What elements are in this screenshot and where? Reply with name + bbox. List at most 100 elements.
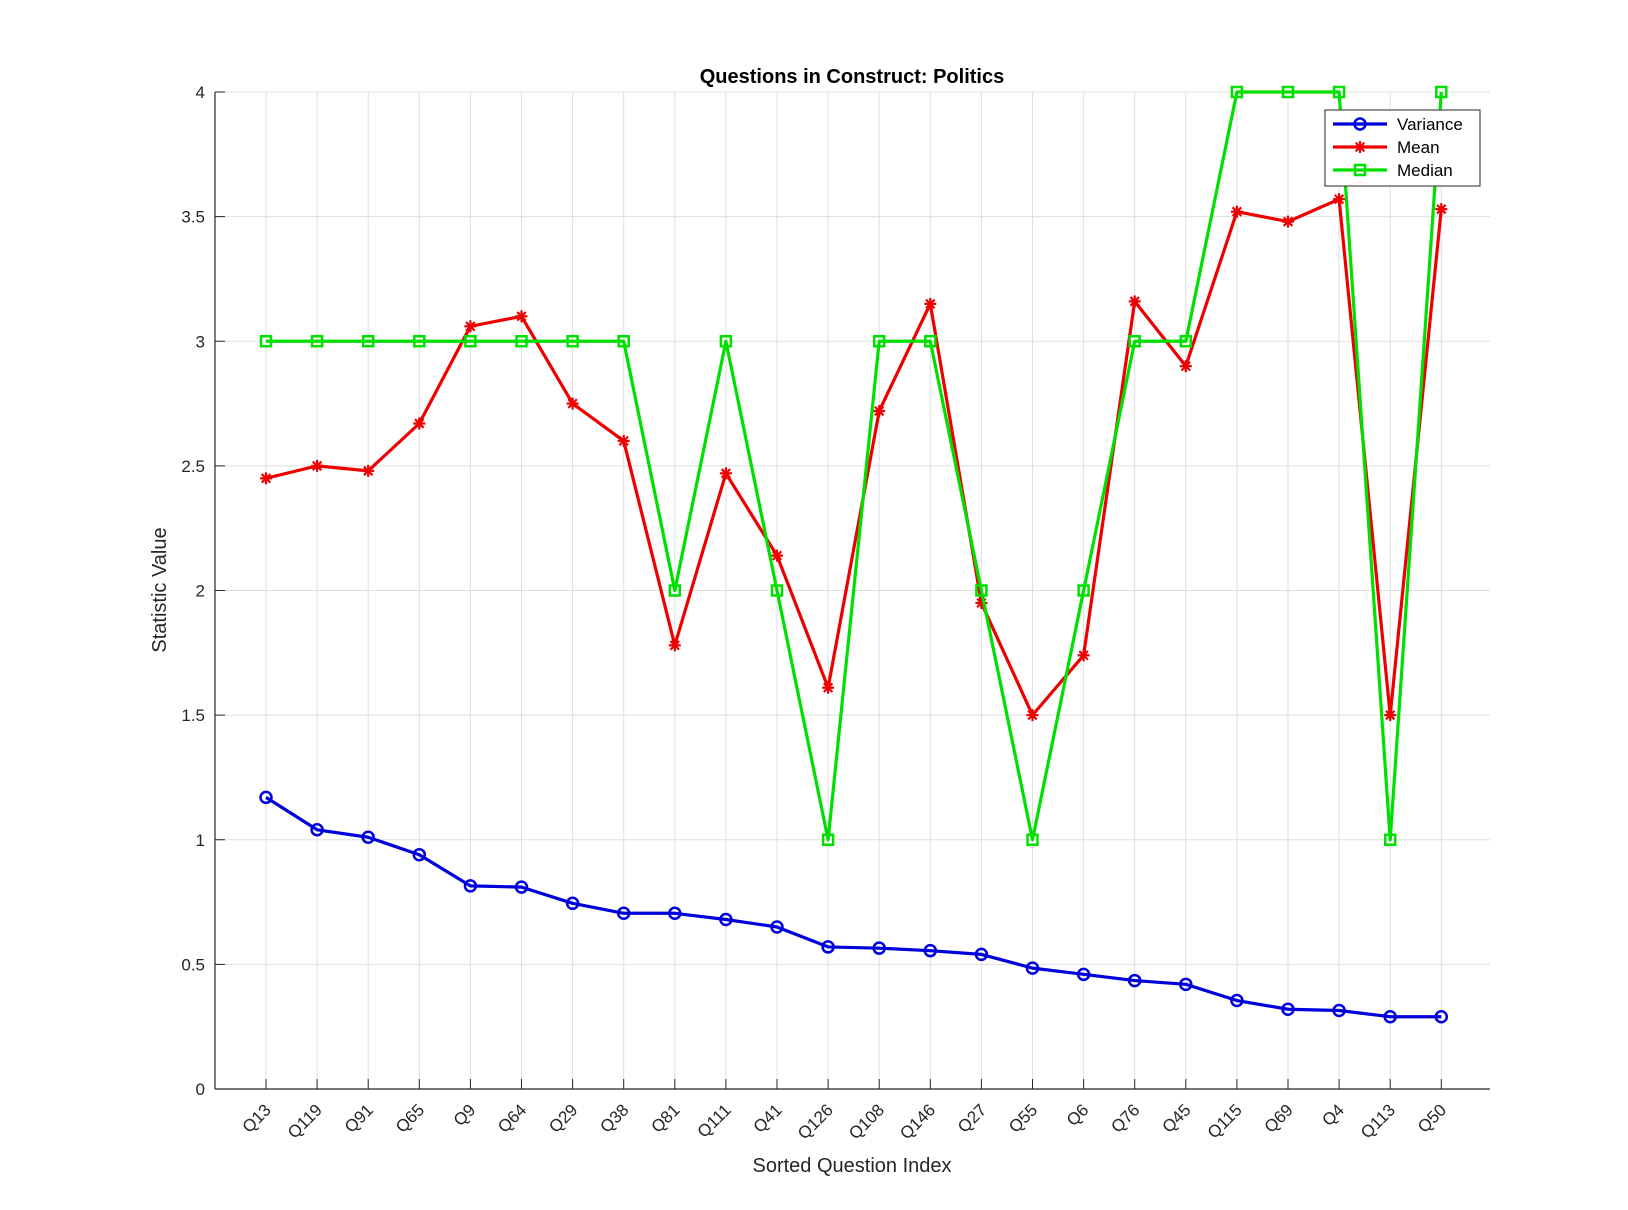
data-point-variance — [259, 790, 273, 805]
x-tick-label: Q13 — [239, 1100, 275, 1136]
data-point-mean — [1435, 203, 1448, 216]
data-point-mean — [515, 310, 528, 323]
data-point-median — [1332, 85, 1346, 99]
data-point-mean — [719, 467, 732, 480]
x-tick-label: Q65 — [392, 1100, 428, 1136]
y-tick-label: 1 — [196, 831, 205, 850]
legend-item-median: Median — [1333, 161, 1453, 180]
data-point-variance — [1230, 993, 1244, 1008]
data-point-mean — [668, 639, 681, 652]
series-variance — [259, 790, 1449, 1024]
data-point-median — [566, 335, 579, 348]
legend-marker — [1353, 117, 1367, 131]
data-point-median — [1230, 85, 1244, 99]
x-tick-label: Q111 — [694, 1100, 735, 1141]
data-point-mean — [1179, 360, 1192, 373]
series-line-variance — [265, 796, 1442, 1019]
data-point-variance — [1434, 1009, 1449, 1024]
x-axis-label: Sorted Question Index — [752, 1155, 951, 1177]
data-point-median — [1383, 833, 1397, 846]
data-point-median — [617, 335, 630, 348]
series-median — [259, 85, 1448, 846]
data-point-variance — [1127, 973, 1142, 988]
data-point-variance — [668, 906, 682, 921]
data-point-median — [361, 335, 375, 348]
data-point-variance — [923, 943, 938, 958]
data-point-mean — [822, 681, 835, 694]
data-point-mean — [771, 549, 783, 562]
y-tick-label: 4 — [196, 83, 205, 102]
x-tick-label: Q76 — [1107, 1100, 1143, 1136]
data-point-mean — [924, 297, 937, 310]
x-tick-label: Q115 — [1204, 1100, 1246, 1142]
data-point-median — [1026, 833, 1039, 846]
y-tick-label: 1.5 — [181, 706, 205, 725]
data-point-variance — [616, 906, 631, 921]
legend-label: Median — [1397, 161, 1453, 180]
data-point-median — [464, 335, 477, 348]
x-tick-label: Q38 — [596, 1100, 632, 1136]
data-point-mean — [1333, 193, 1346, 206]
data-point-median — [259, 335, 273, 348]
data-point-median — [310, 335, 324, 348]
data-point-mean — [1026, 709, 1039, 722]
x-tick-label: Q45 — [1158, 1100, 1194, 1136]
data-point-variance — [1383, 1009, 1397, 1024]
data-point-variance — [514, 880, 529, 894]
data-point-mean — [1384, 709, 1397, 722]
data-point-mean — [362, 464, 375, 477]
data-point-variance — [310, 823, 324, 837]
data-point-variance — [463, 879, 478, 893]
data-point-mean — [617, 434, 630, 447]
x-tick-label: Q6 — [1063, 1100, 1092, 1129]
data-point-median — [770, 584, 784, 597]
legend-marker — [1354, 141, 1366, 153]
x-tick-label: Q113 — [1357, 1100, 1399, 1142]
data-point-variance — [974, 947, 989, 962]
x-tick-label: Q9 — [450, 1100, 479, 1129]
data-point-median — [1281, 85, 1295, 99]
y-tick-label: 3 — [196, 332, 205, 351]
data-point-variance — [872, 941, 886, 955]
x-tick-label: Q126 — [794, 1100, 837, 1143]
data-point-variance — [1281, 1002, 1295, 1016]
data-point-mean — [566, 397, 579, 410]
data-point-median — [1128, 335, 1141, 348]
x-tick-label: Q50 — [1414, 1100, 1450, 1136]
x-tick-label: Q41 — [750, 1100, 786, 1136]
x-tick-label: Q27 — [954, 1100, 990, 1136]
legend: Variance Mean Median — [1324, 109, 1481, 187]
y-tick-label: 2 — [196, 582, 205, 601]
data-point-variance — [1179, 977, 1193, 992]
data-point-mean — [413, 417, 426, 430]
x-tick-label: Q69 — [1261, 1100, 1297, 1136]
series-line-median — [266, 90, 1443, 842]
data-point-variance — [1025, 961, 1040, 975]
data-point-median — [1179, 335, 1193, 348]
data-point-mean — [1282, 215, 1294, 228]
data-point-mean — [1230, 205, 1243, 218]
data-point-variance — [565, 896, 580, 911]
data-point-median — [821, 833, 835, 846]
data-point-median — [975, 584, 988, 597]
x-tick-label: Q119 — [284, 1100, 326, 1142]
data-point-median — [1435, 85, 1448, 99]
x-tick-label: Q55 — [1005, 1100, 1041, 1136]
data-point-median — [1077, 584, 1090, 597]
x-tick-label: Q146 — [896, 1100, 939, 1143]
y-tick-label: 2.5 — [181, 457, 205, 476]
data-point-median — [872, 335, 886, 348]
axes — [214, 91, 1490, 1090]
data-point-variance — [770, 920, 784, 934]
data-point-variance — [719, 912, 733, 927]
data-point-mean — [1128, 295, 1141, 308]
x-tick-label: Q91 — [341, 1100, 377, 1136]
legend-label: Mean — [1397, 138, 1440, 157]
data-point-median — [719, 335, 733, 348]
data-point-variance — [1076, 967, 1091, 982]
y-tick-label: 0 — [196, 1080, 205, 1099]
grid-lines — [215, 91, 1490, 1090]
y-axis-label: Statistic Value — [149, 527, 171, 652]
chart-title: Questions in Construct: Politics — [700, 66, 1004, 88]
